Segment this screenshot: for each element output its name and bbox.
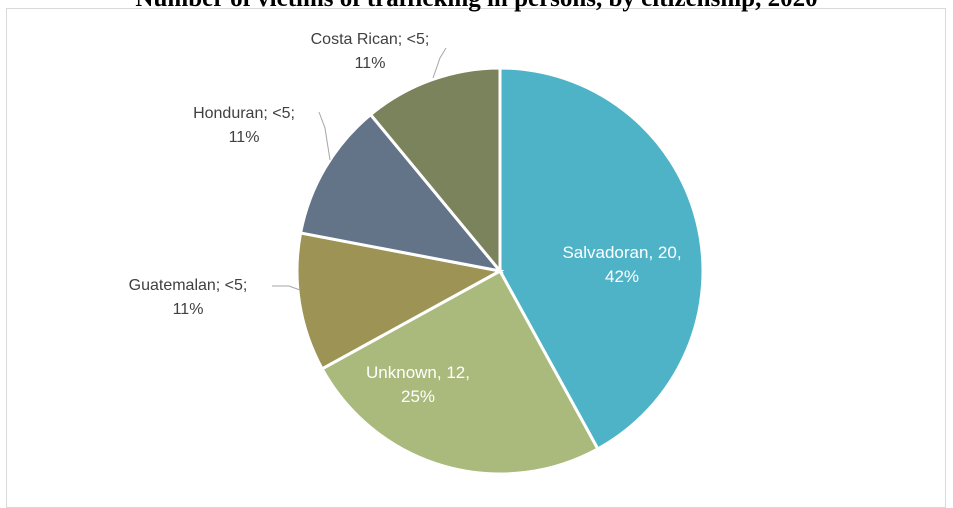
pie-slice-unknown	[320, 268, 600, 476]
chart-title: Number of victims of trafficking in pers…	[0, 0, 953, 14]
leader-line-costa-rican	[432, 47, 447, 79]
data-label-costa-rican: Costa Rican; <5; 11%	[311, 31, 430, 72]
pie-slice-costa-rican	[368, 66, 502, 276]
data-label-salvadoran: Salvadoran, 20, 42%	[562, 243, 681, 286]
pie-slice-honduran	[298, 112, 504, 274]
data-label-guatemalan: Guatemalan; <5; 11%	[129, 277, 248, 318]
pie-slice-guatemalan	[295, 231, 505, 371]
leader-line-guatemalan	[272, 285, 301, 291]
leader-line-honduran	[318, 111, 331, 161]
pie-slice-salvadoran	[498, 66, 705, 451]
data-label-honduran: Honduran; <5; 11%	[193, 105, 295, 146]
data-label-unknown: Unknown, 12, 25%	[366, 363, 470, 406]
